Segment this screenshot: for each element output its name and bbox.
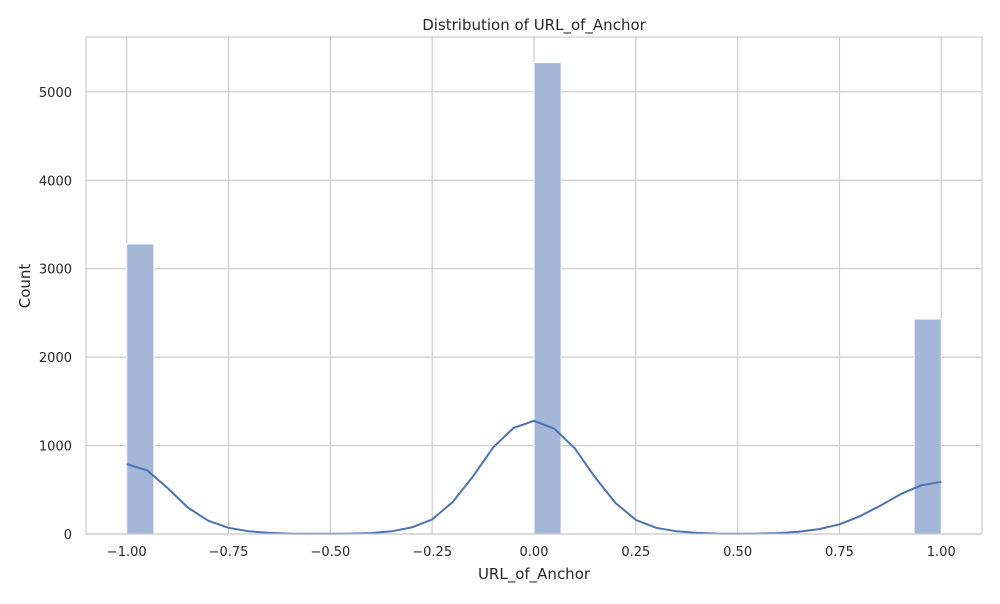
histogram-bar [533, 62, 562, 535]
x-tick-label: 0.50 [723, 545, 752, 560]
bars-layer [126, 62, 942, 535]
kde-curve [126, 419, 942, 535]
x-tick-label: −0.75 [209, 545, 249, 560]
y-tick-label: 3000 [39, 263, 72, 278]
x-tick-label: 1.00 [927, 545, 956, 560]
x-tick-label: 0.75 [825, 545, 854, 560]
y-tick-label: 2000 [39, 351, 72, 366]
x-tick-label: −0.50 [310, 545, 350, 560]
y-tick-label: 1000 [39, 440, 72, 455]
y-tick-label: 0 [64, 528, 72, 543]
plot-frame [85, 36, 983, 535]
x-tick-label: −0.25 [412, 545, 452, 560]
y-axis-label: Count [16, 264, 34, 309]
x-tick-label: 0.00 [520, 545, 549, 560]
x-tick-label: 0.25 [621, 545, 650, 560]
y-axis-ticks: 0 1000 2000 3000 4000 5000 [39, 86, 72, 543]
y-tick-label: 5000 [39, 86, 72, 101]
histogram-bar [126, 243, 155, 535]
histogram-bar [913, 318, 942, 535]
y-tick-label: 4000 [39, 174, 72, 189]
kde-layer [126, 419, 942, 535]
x-axis-ticks: −1.00 −0.75 −0.50 −0.25 0.00 0.25 0.50 0.75 1.00 [107, 545, 956, 560]
chart-title: Distribution of URL_of_Anchor [422, 16, 646, 35]
x-tick-label: −1.00 [107, 545, 147, 560]
x-axis-label: URL_of_Anchor [478, 565, 591, 584]
